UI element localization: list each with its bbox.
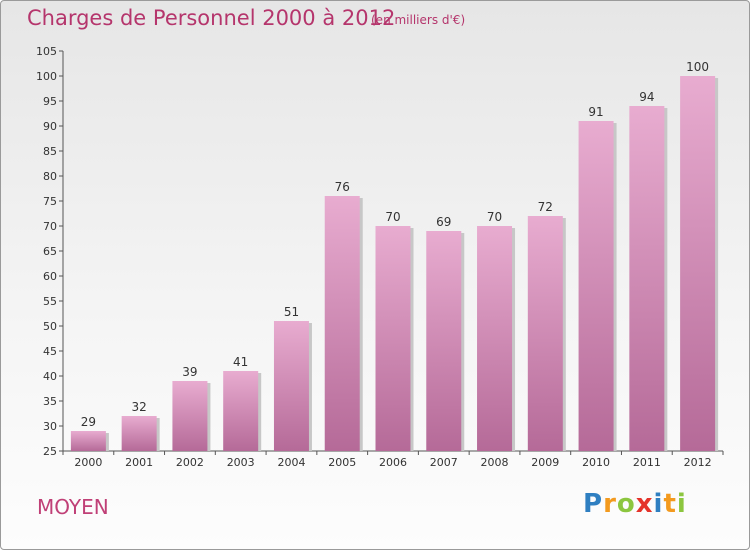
y-tick-label: 45 — [43, 345, 57, 358]
data-label-2008: 70 — [487, 210, 502, 224]
bar-2001 — [121, 416, 157, 451]
logo-letter: t — [663, 489, 677, 519]
commune-name: MOYEN — [37, 495, 109, 519]
y-tick-label: 35 — [43, 395, 57, 408]
chart-title: Charges de Personnel 2000 à 2012 — [27, 6, 396, 30]
x-tick-label-2010: 2010 — [582, 456, 610, 469]
bar-2002 — [172, 381, 208, 451]
proxiti-logo: Proxiti — [583, 489, 687, 519]
x-tick-label-2011: 2011 — [633, 456, 661, 469]
y-tick-label: 30 — [43, 420, 57, 433]
y-tick-label: 90 — [43, 120, 57, 133]
x-tick-label-2003: 2003 — [227, 456, 255, 469]
bar-2010 — [578, 121, 614, 451]
y-tick-label: 80 — [43, 170, 57, 183]
y-tick-label: 40 — [43, 370, 57, 383]
logo-letter: r — [603, 489, 617, 519]
y-tick-label: 25 — [43, 445, 57, 458]
bar-2012 — [680, 76, 716, 451]
data-label-2009: 72 — [538, 200, 553, 214]
bar-2011 — [629, 106, 665, 451]
x-tick-label-2009: 2009 — [531, 456, 559, 469]
y-tick-label: 75 — [43, 195, 57, 208]
y-tick-label: 60 — [43, 270, 57, 283]
x-tick-label-2007: 2007 — [430, 456, 458, 469]
data-label-2000: 29 — [81, 415, 96, 429]
data-label-2012: 100 — [686, 60, 709, 74]
x-tick-label-2000: 2000 — [74, 456, 102, 469]
y-tick-label: 70 — [43, 220, 57, 233]
data-label-2006: 70 — [385, 210, 400, 224]
data-label-2007: 69 — [436, 215, 451, 229]
y-tick-label: 55 — [43, 295, 57, 308]
x-tick-label-2008: 2008 — [481, 456, 509, 469]
y-tick-label: 100 — [36, 70, 57, 83]
x-tick-label-2002: 2002 — [176, 456, 204, 469]
data-label-2011: 94 — [639, 90, 654, 104]
bar-2000 — [70, 431, 106, 451]
data-label-2001: 32 — [132, 400, 147, 414]
y-tick-label: 95 — [43, 95, 57, 108]
data-label-2004: 51 — [284, 305, 299, 319]
bar-2006 — [375, 226, 411, 451]
bar-2007 — [426, 231, 462, 451]
data-label-2005: 76 — [335, 180, 350, 194]
data-label-2010: 91 — [588, 105, 603, 119]
bar-2003 — [223, 371, 259, 451]
x-tick-label-2006: 2006 — [379, 456, 407, 469]
y-tick-label: 85 — [43, 145, 57, 158]
logo-letter: x — [635, 489, 654, 519]
bar-2009 — [527, 216, 563, 451]
y-tick-label: 105 — [36, 45, 57, 58]
bar-2005 — [324, 196, 360, 451]
chart-subtitle: (en milliers d'€) — [371, 13, 466, 27]
y-tick-label: 65 — [43, 245, 57, 258]
x-tick-label-2012: 2012 — [684, 456, 712, 469]
logo-letter: i — [676, 489, 687, 519]
x-tick-label-2005: 2005 — [328, 456, 356, 469]
logo-letter: P — [583, 489, 604, 519]
y-tick-label: 50 — [43, 320, 57, 333]
data-label-2002: 39 — [182, 365, 197, 379]
logo-letter: i — [653, 489, 664, 519]
bar-2004 — [273, 321, 309, 451]
x-tick-label-2004: 2004 — [277, 456, 305, 469]
logo-letter: o — [616, 489, 636, 519]
bar-2008 — [477, 226, 513, 451]
data-label-2003: 41 — [233, 355, 248, 369]
x-tick-label-2001: 2001 — [125, 456, 153, 469]
